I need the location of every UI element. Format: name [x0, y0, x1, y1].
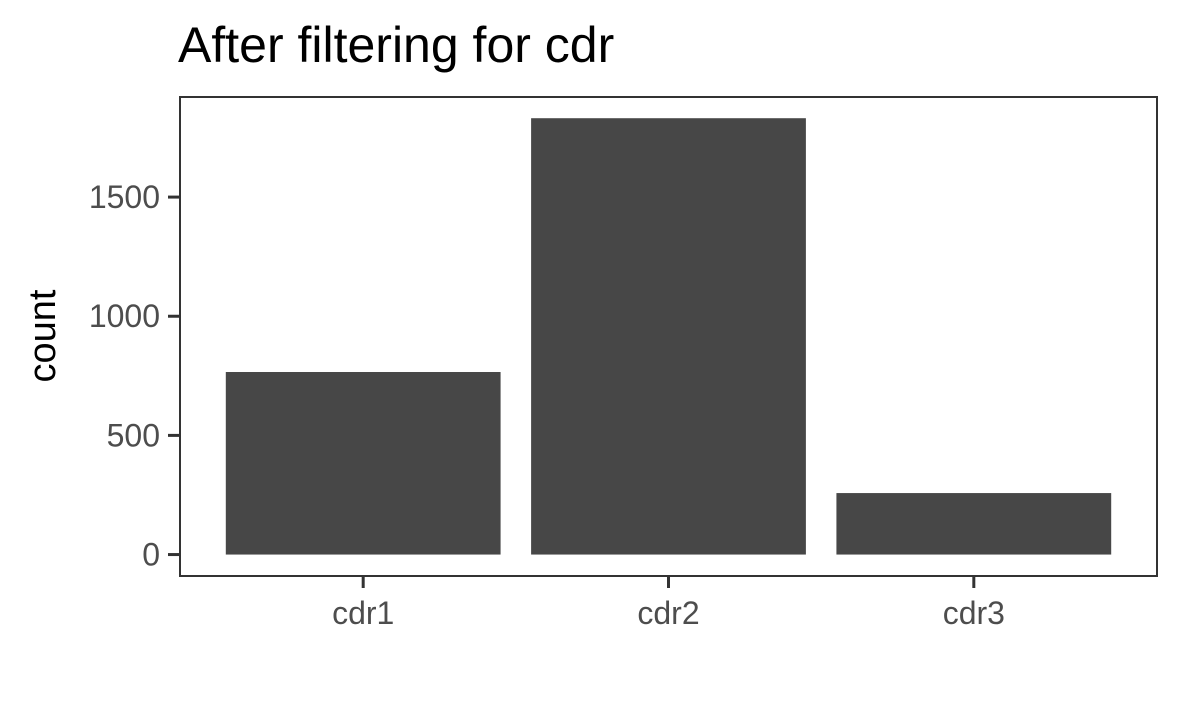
y-axis: 0 500 1000 1500 [89, 179, 180, 573]
x-axis: cdr1 cdr2 cdr3 [332, 576, 1005, 631]
y-tick-label: 500 [107, 417, 160, 453]
y-tick-label: 1000 [89, 298, 160, 334]
y-tick-label: 1500 [89, 179, 160, 215]
bar-cdr2 [531, 118, 806, 555]
bar-cdr1 [225, 372, 501, 555]
y-tick-label: 0 [142, 537, 160, 573]
y-axis-label: count [22, 289, 64, 382]
bar-cdr3 [836, 493, 1112, 555]
x-tick-label-cdr2: cdr2 [637, 595, 699, 631]
x-tick-label-cdr3: cdr3 [943, 595, 1005, 631]
bars-group [225, 118, 1112, 555]
chart-title: After filtering for cdr [178, 17, 614, 73]
x-tick-label-cdr1: cdr1 [332, 595, 394, 631]
